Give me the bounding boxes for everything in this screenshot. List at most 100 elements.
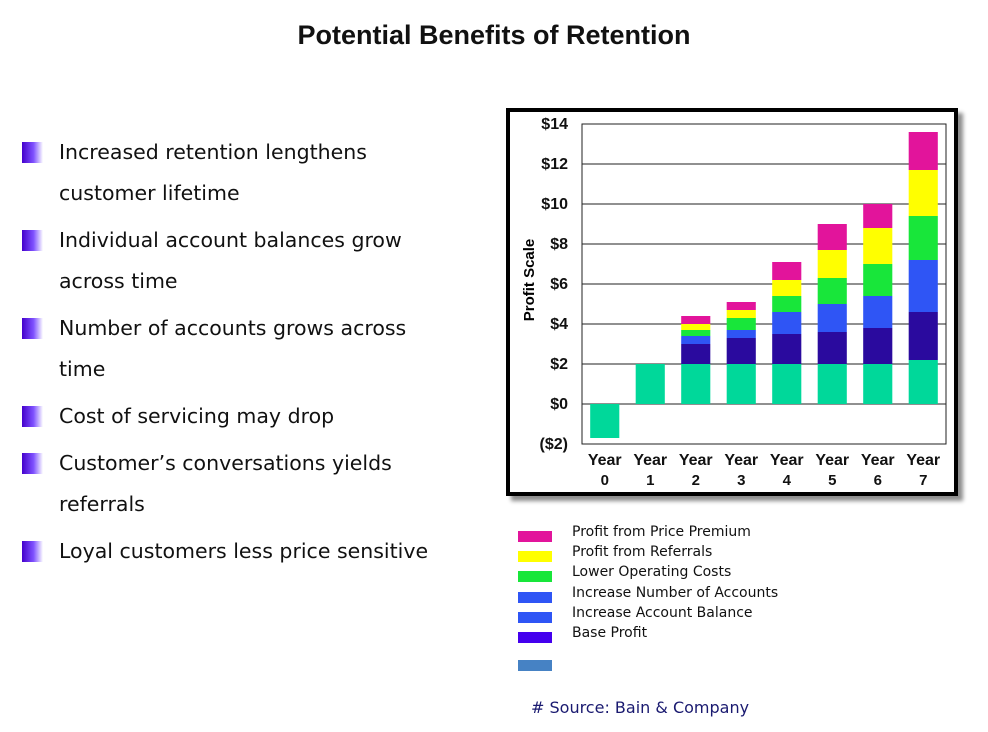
source-note: # Source: Bain & Company xyxy=(531,698,750,717)
legend-item: Increase Number of Accounts xyxy=(518,583,778,603)
bar-segment xyxy=(681,364,711,404)
bar-segment xyxy=(817,278,847,304)
bar-segment xyxy=(817,364,847,404)
bar-segment xyxy=(817,304,847,332)
bullet-item: Cost of servicing may drop xyxy=(22,396,452,437)
bullet-text: Individual account balances grow across … xyxy=(59,228,402,293)
x-tick-label: Year xyxy=(815,452,849,469)
legend-swatch xyxy=(518,571,552,582)
bar-segment xyxy=(772,364,802,404)
bullet-item: Loyal customers less price sensitive xyxy=(22,531,452,572)
legend-swatch xyxy=(518,612,552,623)
x-tick-label: 2 xyxy=(692,472,700,489)
bar-segment xyxy=(908,312,938,360)
x-tick-label: Year xyxy=(861,452,895,469)
bar-segment xyxy=(908,170,938,216)
legend-item: Profit from Referrals xyxy=(518,542,778,562)
x-tick-label: 5 xyxy=(828,472,836,489)
bar-segment xyxy=(726,364,756,404)
bullet-square-icon xyxy=(22,541,43,562)
legend-swatch xyxy=(518,592,552,603)
x-tick-label: Year xyxy=(588,452,622,469)
bar-segment xyxy=(681,336,711,344)
y-tick-label: $10 xyxy=(541,196,568,213)
bullet-square-icon xyxy=(22,453,43,474)
bullet-square-icon xyxy=(22,406,43,427)
x-tick-label: 6 xyxy=(874,472,882,489)
bullet-text: Increased retention lengthens customer l… xyxy=(59,140,367,205)
bar-segment xyxy=(817,332,847,364)
bullet-item: Individual account balances grow across … xyxy=(22,220,452,302)
legend-swatch-extra xyxy=(518,660,552,671)
x-tick-label: Year xyxy=(633,452,667,469)
bar-segment xyxy=(772,312,802,334)
legend-swatch xyxy=(518,632,552,643)
legend-item xyxy=(518,650,778,671)
x-tick-label: 7 xyxy=(919,472,927,489)
bar-segment xyxy=(635,364,665,404)
legend-item: Lower Operating Costs xyxy=(518,562,778,582)
y-tick-label: $2 xyxy=(550,356,568,373)
legend-label: Profit from Referrals xyxy=(572,544,713,560)
slide-title: Potential Benefits of Retention xyxy=(297,20,691,50)
x-tick-label: Year xyxy=(770,452,804,469)
bar-segment xyxy=(863,296,893,328)
x-tick-label: 4 xyxy=(783,472,792,489)
bullet-text: Number of accounts grows across time xyxy=(59,316,407,381)
legend-label: Profit from Price Premium xyxy=(572,524,751,540)
bullet-text: Cost of servicing may drop xyxy=(59,404,335,428)
bar-segment xyxy=(817,250,847,278)
bar-segment xyxy=(681,344,711,364)
y-tick-label: $14 xyxy=(541,116,568,133)
bullet-text: Customer’s conversations yields referral… xyxy=(59,451,392,516)
bar-segment xyxy=(772,296,802,312)
bar-segment xyxy=(681,324,711,330)
legend-item: Increase Account Balance xyxy=(518,603,778,623)
y-tick-label: $4 xyxy=(550,316,568,333)
legend-label: Base Profit xyxy=(572,625,648,641)
chart-frame: $14 $12 $10 $8 $6 $4 $2 $0 ($2) Profit Scale Year 0… xyxy=(506,108,958,496)
bar-segment xyxy=(772,280,802,296)
legend-label: Increase Number of Accounts xyxy=(572,585,779,601)
bar-segment xyxy=(863,228,893,264)
x-tick-label: 3 xyxy=(737,472,745,489)
legend-swatch xyxy=(518,531,552,542)
x-tick-label: Year xyxy=(906,452,940,469)
y-tick-label: $0 xyxy=(550,396,568,413)
profit-chart: $14 $12 $10 $8 $6 $4 $2 $0 ($2) Profit Scale Year 0… xyxy=(521,116,947,489)
bar-segment xyxy=(772,334,802,364)
bar-segment xyxy=(726,310,756,318)
bar-segment xyxy=(863,204,893,228)
bar-segment xyxy=(726,318,756,330)
y-tick-label: ($2) xyxy=(540,436,568,453)
y-tick-label: $8 xyxy=(550,236,568,253)
bar-segment xyxy=(863,364,893,404)
bar-segment xyxy=(681,330,711,336)
bullet-list: Increased retention lengthens customer l… xyxy=(22,132,452,578)
bullet-text: Loyal customers less price sensitive xyxy=(59,539,429,563)
legend-swatch xyxy=(518,551,552,562)
bar-segment xyxy=(726,330,756,338)
legend-item: Base Profit xyxy=(518,623,778,643)
bar-segment xyxy=(908,132,938,170)
x-tick-label: 0 xyxy=(601,472,609,489)
x-tick-label: Year xyxy=(679,452,713,469)
bullet-square-icon xyxy=(22,142,43,163)
bar-segment xyxy=(726,338,756,364)
bullet-item: Increased retention lengthens customer l… xyxy=(22,132,452,214)
bar-segment xyxy=(590,404,620,438)
y-tick-label: $6 xyxy=(550,276,568,293)
bullet-square-icon xyxy=(22,230,43,251)
legend-label: Lower Operating Costs xyxy=(572,564,732,580)
legend-label: Increase Account Balance xyxy=(572,605,753,621)
bullet-item: Customer’s conversations yields referral… xyxy=(22,443,452,525)
bar-segment xyxy=(726,302,756,310)
bar-segment xyxy=(908,360,938,404)
y-tick-label: $12 xyxy=(541,156,568,173)
bullet-item: Number of accounts grows across time xyxy=(22,308,452,390)
x-tick-label: Year xyxy=(724,452,758,469)
x-tick-label: 1 xyxy=(646,472,654,489)
bar-segment xyxy=(817,224,847,250)
bar-segment xyxy=(863,264,893,296)
bar-segment xyxy=(908,260,938,312)
